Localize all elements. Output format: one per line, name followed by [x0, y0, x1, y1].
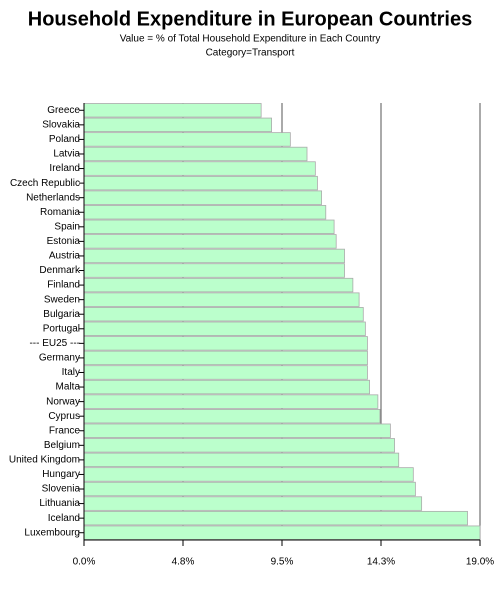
y-tick-label: Norway [46, 396, 80, 407]
chart-title: Household Expenditure in European Countr… [28, 8, 472, 30]
bar [83, 190, 323, 205]
bar [83, 321, 366, 336]
bar [83, 103, 262, 118]
y-tick-label: Hungary [42, 469, 80, 480]
chart-subtitle: Category=Transport [206, 48, 295, 59]
chart-subtitle: Value = % of Total Household Expenditure… [120, 34, 381, 45]
x-tick-label: 0.0% [73, 557, 96, 568]
y-tick-label: Poland [49, 134, 80, 145]
bar [83, 248, 345, 264]
bar [83, 234, 337, 249]
y-tick-label: Malta [56, 382, 81, 393]
y-tick-label: Spain [54, 221, 80, 232]
y-tick-label: Denmark [39, 265, 81, 276]
bar [83, 496, 423, 511]
y-tick-label: Romania [40, 207, 80, 218]
y-tick-label: Bulgaria [43, 309, 80, 320]
y-tick-label: Slovakia [42, 119, 80, 130]
bar [83, 146, 308, 162]
bar [83, 175, 318, 191]
y-tick-label: Germany [39, 353, 80, 364]
bar [83, 277, 354, 293]
bar [83, 292, 360, 307]
bar [83, 408, 381, 424]
y-tick-label: United Kingdom [9, 455, 80, 466]
bar [83, 510, 468, 526]
y-tick-label: Iceland [48, 513, 80, 524]
bar [83, 161, 316, 176]
x-tick-label: 9.5% [271, 557, 294, 568]
bar [83, 379, 370, 395]
y-tick-label: Portugal [43, 323, 80, 334]
y-tick-label: Sweden [44, 294, 80, 305]
y-tick-label: Estonia [47, 236, 81, 247]
x-tick-label: 4.8% [172, 557, 195, 568]
y-tick-label: France [49, 425, 81, 436]
bar [83, 117, 272, 133]
bar [83, 365, 368, 380]
y-tick-label: Czech Republic [10, 178, 80, 189]
y-tick-label: Ireland [49, 163, 80, 174]
y-tick-label: Austria [49, 251, 81, 262]
y-tick-label: Lithuania [39, 498, 80, 509]
y-tick-label: Latvia [53, 149, 80, 160]
bar [83, 307, 364, 322]
y-tick-label: Slovenia [42, 484, 81, 495]
bar [83, 263, 345, 278]
bar [83, 350, 368, 366]
bar [83, 423, 391, 438]
y-tick-label: Greece [47, 105, 80, 116]
bar [83, 481, 416, 497]
y-tick-label: Luxembourg [24, 527, 80, 538]
bar [83, 452, 400, 468]
y-tick-label: Finland [47, 280, 80, 291]
bar [83, 132, 291, 147]
bar [83, 336, 368, 351]
bar [83, 219, 335, 235]
y-tick-label: Cyprus [48, 411, 80, 422]
x-tick-label: 14.3% [367, 557, 395, 568]
bar [83, 205, 327, 220]
bar [83, 467, 414, 482]
bar [83, 438, 395, 453]
bar [83, 525, 481, 540]
bar [83, 394, 379, 409]
y-tick-label: Italy [62, 367, 80, 378]
y-tick-label: --- EU25 --- [29, 338, 80, 349]
x-tick-label: 19.0% [466, 557, 494, 568]
y-tick-label: Netherlands [26, 192, 80, 203]
y-tick-label: Belgium [44, 440, 80, 451]
